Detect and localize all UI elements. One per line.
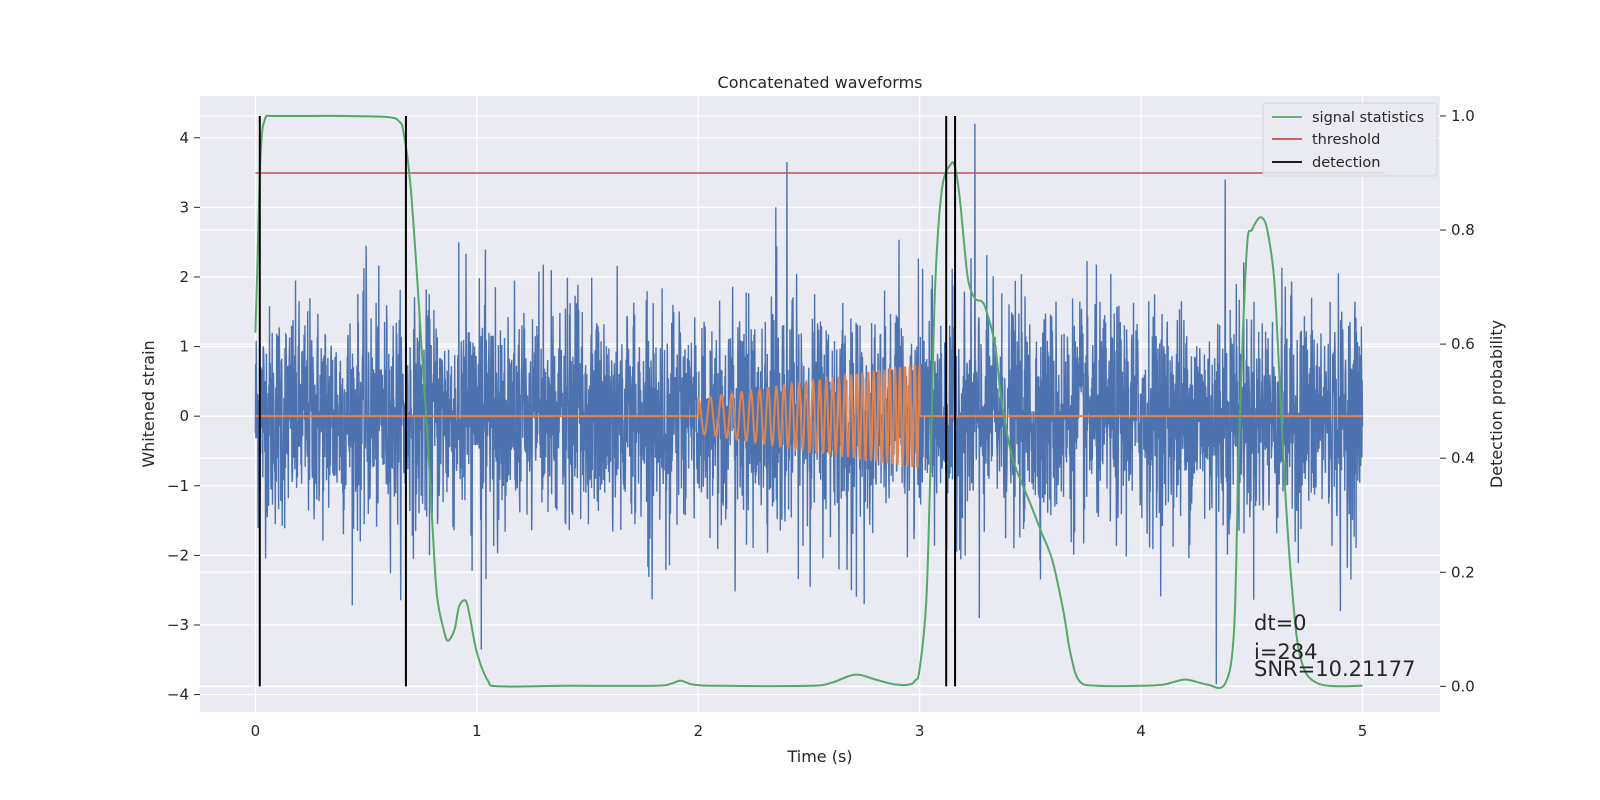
legend-item-signal-statistics: signal statistics [1272, 110, 1424, 126]
y-axis-label: Whitened strain [139, 340, 158, 467]
right-tick-label-3: 0.6 [1451, 335, 1475, 353]
x-axis-ticks: 0 1 2 3 4 5 [251, 722, 1368, 740]
x-tick-label-0: 0 [251, 722, 261, 740]
legend-box [1262, 102, 1438, 177]
legend-label-threshold: threshold [1312, 132, 1380, 148]
annotation-dt: dt=0 [1254, 611, 1307, 635]
chart-title: Concatenated waveforms [718, 73, 923, 92]
y-tick-label-4: 4 [179, 129, 189, 147]
right-tick-label-1: 0.2 [1451, 563, 1475, 581]
x-axis-label: Time (s) [786, 747, 852, 766]
x-tick-label-4: 4 [1136, 722, 1146, 740]
injected-chirp-line [255, 363, 1363, 468]
right-tick-label-0: 0.0 [1451, 677, 1475, 695]
x-tick-label-3: 3 [915, 722, 925, 740]
signal-statistics-line [254, 114, 1363, 689]
y-tick-label--4: −4 [167, 686, 189, 704]
annotation-index: i=284 [1254, 640, 1318, 664]
series-layer [254, 114, 1385, 689]
x-tick-label-1: 1 [472, 722, 482, 740]
legend-label-detection: detection [1312, 155, 1380, 171]
legend-label-signal-statistics: signal statistics [1312, 110, 1424, 126]
right-tick-label-2: 0.4 [1451, 449, 1475, 467]
y-tick-label--1: −1 [167, 477, 189, 495]
y-tick-label--2: −2 [167, 546, 189, 564]
x-tick-label-2: 2 [693, 722, 703, 740]
legend-item-detection: detection [1272, 155, 1380, 171]
legend: signal statistics threshold detection [1262, 102, 1438, 177]
right-tick-label-4: 0.8 [1451, 221, 1475, 239]
legend-item-threshold: threshold [1272, 132, 1380, 148]
x-tick-label-5: 5 [1358, 722, 1368, 740]
left-axis-ticks: −4 −3 −2 −1 0 1 2 3 4 [167, 129, 200, 704]
y-tick-label-0: 0 [179, 407, 189, 425]
right-tick-label-5: 1.0 [1451, 107, 1475, 125]
annotation-block: dt=0 i=284 SNR=10.21177 [1254, 611, 1415, 681]
noise-series-line [254, 123, 1364, 685]
right-axis-ticks: 0.0 0.2 0.4 0.6 0.8 1.0 [1440, 107, 1475, 695]
y-tick-label-3: 3 [179, 198, 189, 216]
y-tick-label-2: 2 [179, 268, 189, 286]
y-tick-label--3: −3 [167, 616, 189, 634]
y-tick-label-1: 1 [179, 338, 189, 356]
y-axis-label-right: Detection probability [1487, 320, 1506, 488]
annotation-snr: SNR=10.21177 [1254, 657, 1415, 681]
